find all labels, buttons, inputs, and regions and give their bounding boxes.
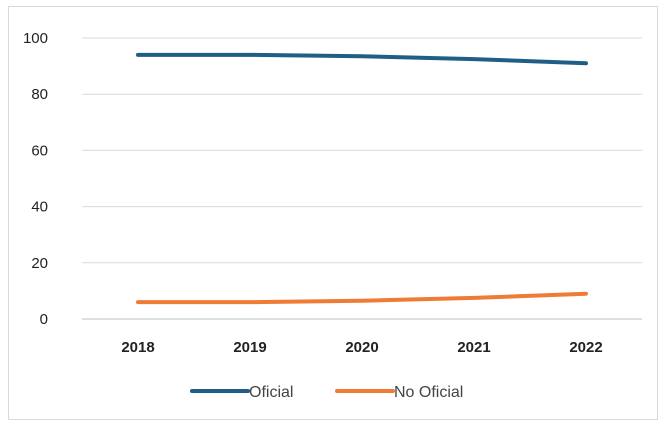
y-tick-label: 60 [31,142,48,159]
gridlines [82,37,642,320]
series-line-1 [136,291,588,305]
x-tick-label: 2019 [233,339,266,356]
y-tick-label: 0 [40,311,48,328]
y-axis-ticks: 0 20 40 60 80 100 [23,30,48,328]
chart-frame [8,6,658,420]
y-tick-label: 100 [23,30,48,47]
legend-label: No Oficial [394,384,463,401]
x-tick-label: 2022 [569,339,602,356]
y-tick-label: 40 [31,199,48,216]
x-tick-label: 2018 [121,339,154,356]
legend-label: Oficial [249,384,293,401]
series-lines [136,52,588,305]
x-axis-ticks: 2018 2019 2020 2021 2022 [121,339,602,356]
y-tick-label: 80 [31,86,48,103]
x-tick-label: 2020 [345,339,378,356]
legend: Oficial No Oficial [190,384,463,401]
y-tick-label: 20 [31,255,48,272]
x-tick-label: 2021 [457,339,490,356]
series-line-0 [136,52,588,66]
